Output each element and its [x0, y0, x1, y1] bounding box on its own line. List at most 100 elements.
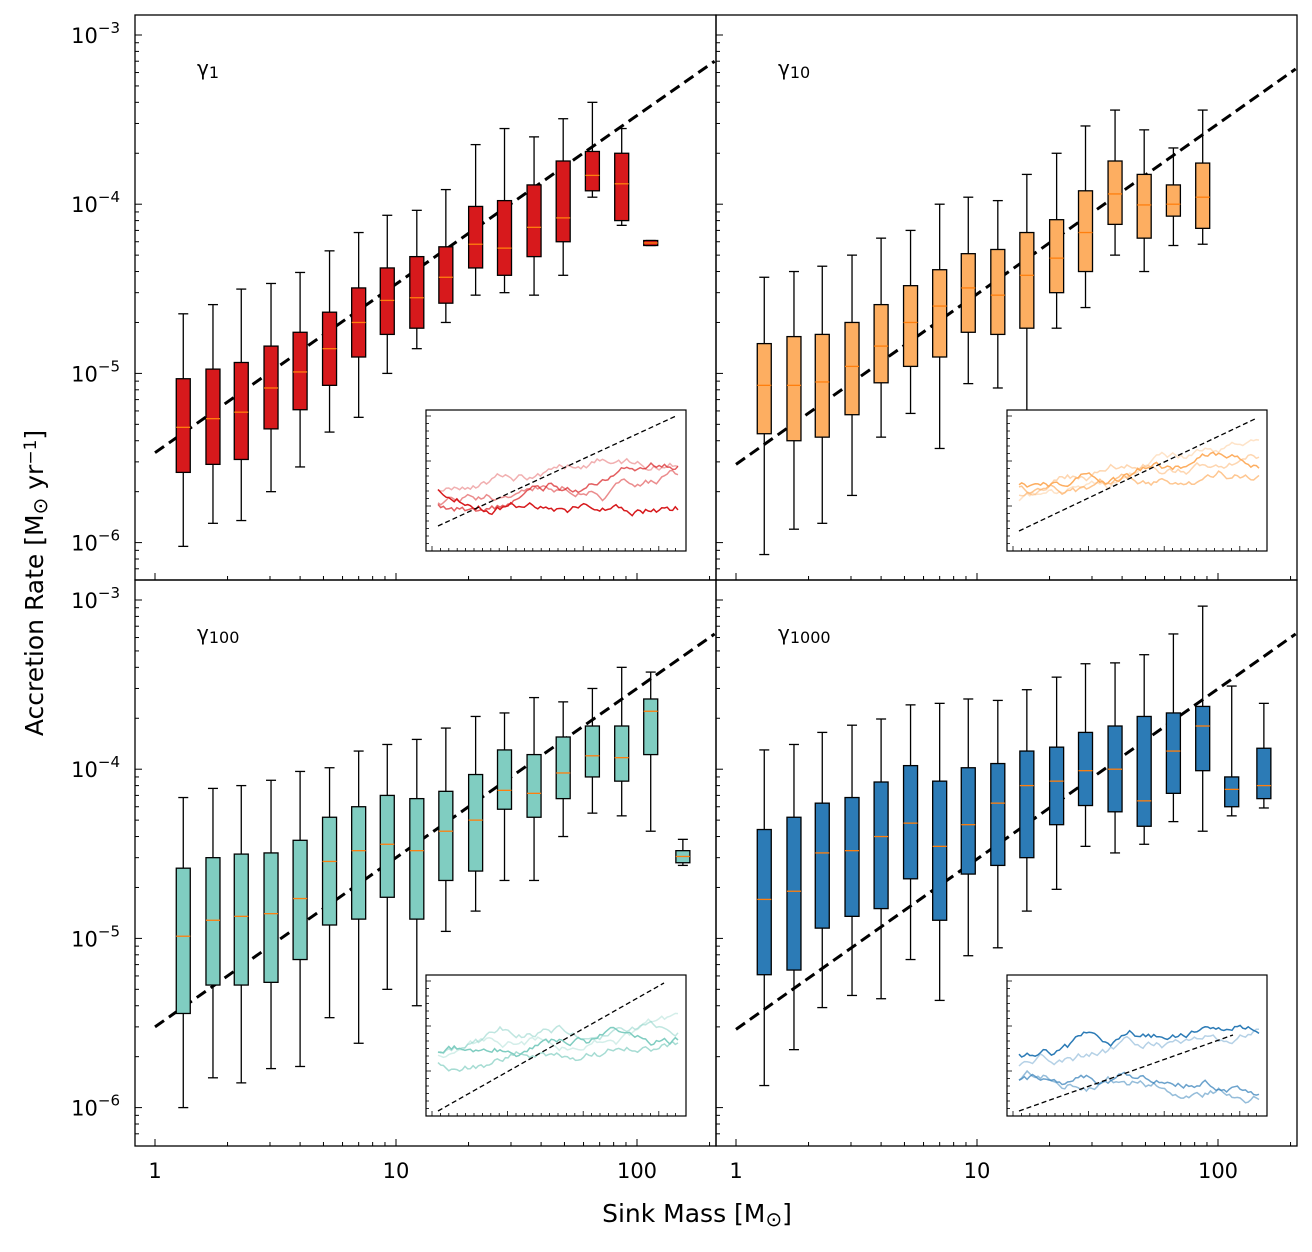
x-tick-label: 1	[729, 1159, 742, 1183]
box-2	[786, 270, 802, 530]
box-3	[814, 265, 830, 524]
box-8	[960, 698, 976, 957]
y-tick-exponent: −3	[98, 19, 120, 37]
panel-label-symbol: γ	[778, 621, 790, 645]
box-2	[205, 787, 221, 1079]
inset-track	[437, 462, 679, 513]
y-tick-label: 10−5	[71, 922, 120, 951]
x-tick-label: 10	[964, 1159, 991, 1183]
box-8	[960, 196, 976, 385]
inset	[425, 974, 687, 1117]
box-body	[496, 749, 513, 810]
box-body	[902, 764, 919, 880]
panel-label: γ1	[197, 56, 219, 82]
x-axis-label: Sink Mass [M⊙]	[602, 1199, 792, 1231]
inset-track	[437, 469, 679, 506]
tick-labels: 1 10 100 1 10 10010−310−410−510−610−310−410−5…	[71, 19, 1238, 1183]
box-18	[675, 838, 691, 867]
ticks	[135, 599, 711, 1146]
box-body	[1107, 160, 1123, 226]
box-9	[990, 199, 1006, 389]
box-body	[932, 780, 948, 921]
box-body	[292, 331, 308, 411]
box-17	[643, 671, 659, 832]
box-body	[844, 321, 860, 416]
y-tick-exponent: −6	[98, 527, 120, 545]
box-9	[990, 699, 1006, 949]
y-tick-label: 10−3	[71, 19, 120, 48]
x-tick-label: 1	[148, 1159, 161, 1183]
box-body	[960, 767, 976, 875]
inset-track	[437, 1012, 679, 1059]
box-body	[292, 839, 308, 961]
box-7	[932, 702, 948, 1002]
box-body	[555, 160, 571, 243]
box-body	[873, 781, 889, 910]
fit-line	[154, 59, 716, 454]
y-tick-base: 10	[71, 193, 98, 217]
box-body	[379, 794, 395, 898]
box-body	[379, 267, 395, 336]
box-body	[175, 378, 191, 474]
panel-label-subscript: 10	[790, 63, 810, 82]
panel-3: γ100	[134, 579, 717, 1147]
inset-frame	[425, 409, 687, 552]
box-17	[643, 239, 659, 247]
y-axis-label-subscript: ⊙	[28, 498, 52, 515]
inset-track	[1018, 438, 1260, 502]
box-body	[1019, 750, 1035, 859]
box-body	[932, 269, 948, 358]
inset-reference-line	[1018, 1034, 1234, 1112]
inset-reference-line	[437, 415, 677, 527]
box-body	[814, 333, 830, 438]
box-2	[205, 303, 221, 524]
panel-label: γ10	[778, 56, 810, 82]
y-tick-exponent: −6	[98, 1092, 120, 1110]
box-14	[1136, 129, 1152, 273]
box-15	[1165, 147, 1182, 247]
box-body	[1019, 231, 1035, 329]
inset	[425, 409, 687, 552]
y-tick-label: 10−4	[71, 753, 120, 782]
x-tick-label: 100	[1198, 1159, 1238, 1183]
box-3	[233, 288, 249, 522]
y-tick-label: 10−6	[71, 1092, 120, 1121]
y-tick-label: 10−3	[71, 584, 120, 613]
box-14	[555, 118, 571, 276]
panel-frame	[715, 579, 1298, 1147]
box-body	[1165, 712, 1182, 794]
box-10	[1019, 689, 1035, 912]
y-axis-label-superscript: −1	[21, 440, 41, 465]
box-16	[614, 666, 630, 817]
box-body	[175, 867, 191, 1015]
box-body	[756, 828, 772, 976]
box-6	[321, 250, 338, 433]
box-body	[960, 253, 976, 333]
inset-track	[437, 1040, 679, 1072]
box-13	[526, 696, 542, 882]
inset-reference-line	[1018, 417, 1258, 532]
box-13	[526, 136, 542, 296]
y-tick-label: 10−6	[71, 527, 120, 556]
box-body	[467, 205, 484, 269]
box-body	[233, 853, 249, 986]
box-10	[438, 727, 454, 933]
panel-label-subscript: 1	[209, 63, 219, 82]
inset-track	[1018, 1024, 1260, 1058]
box-body	[990, 248, 1006, 336]
box-12	[1077, 125, 1094, 309]
box-4	[263, 779, 279, 1070]
box-body	[351, 806, 367, 920]
box-body	[467, 773, 484, 872]
panel-2: γ10	[715, 14, 1298, 581]
box-body	[786, 335, 802, 442]
ticks	[716, 599, 1292, 1146]
box-body	[1165, 184, 1182, 217]
box-11	[1048, 152, 1065, 329]
box-1	[756, 749, 772, 1087]
inset-track	[1018, 451, 1260, 488]
x-tick-label: 100	[617, 1159, 657, 1183]
box-7	[932, 203, 948, 450]
box-5	[873, 237, 889, 438]
box-1	[756, 276, 772, 556]
